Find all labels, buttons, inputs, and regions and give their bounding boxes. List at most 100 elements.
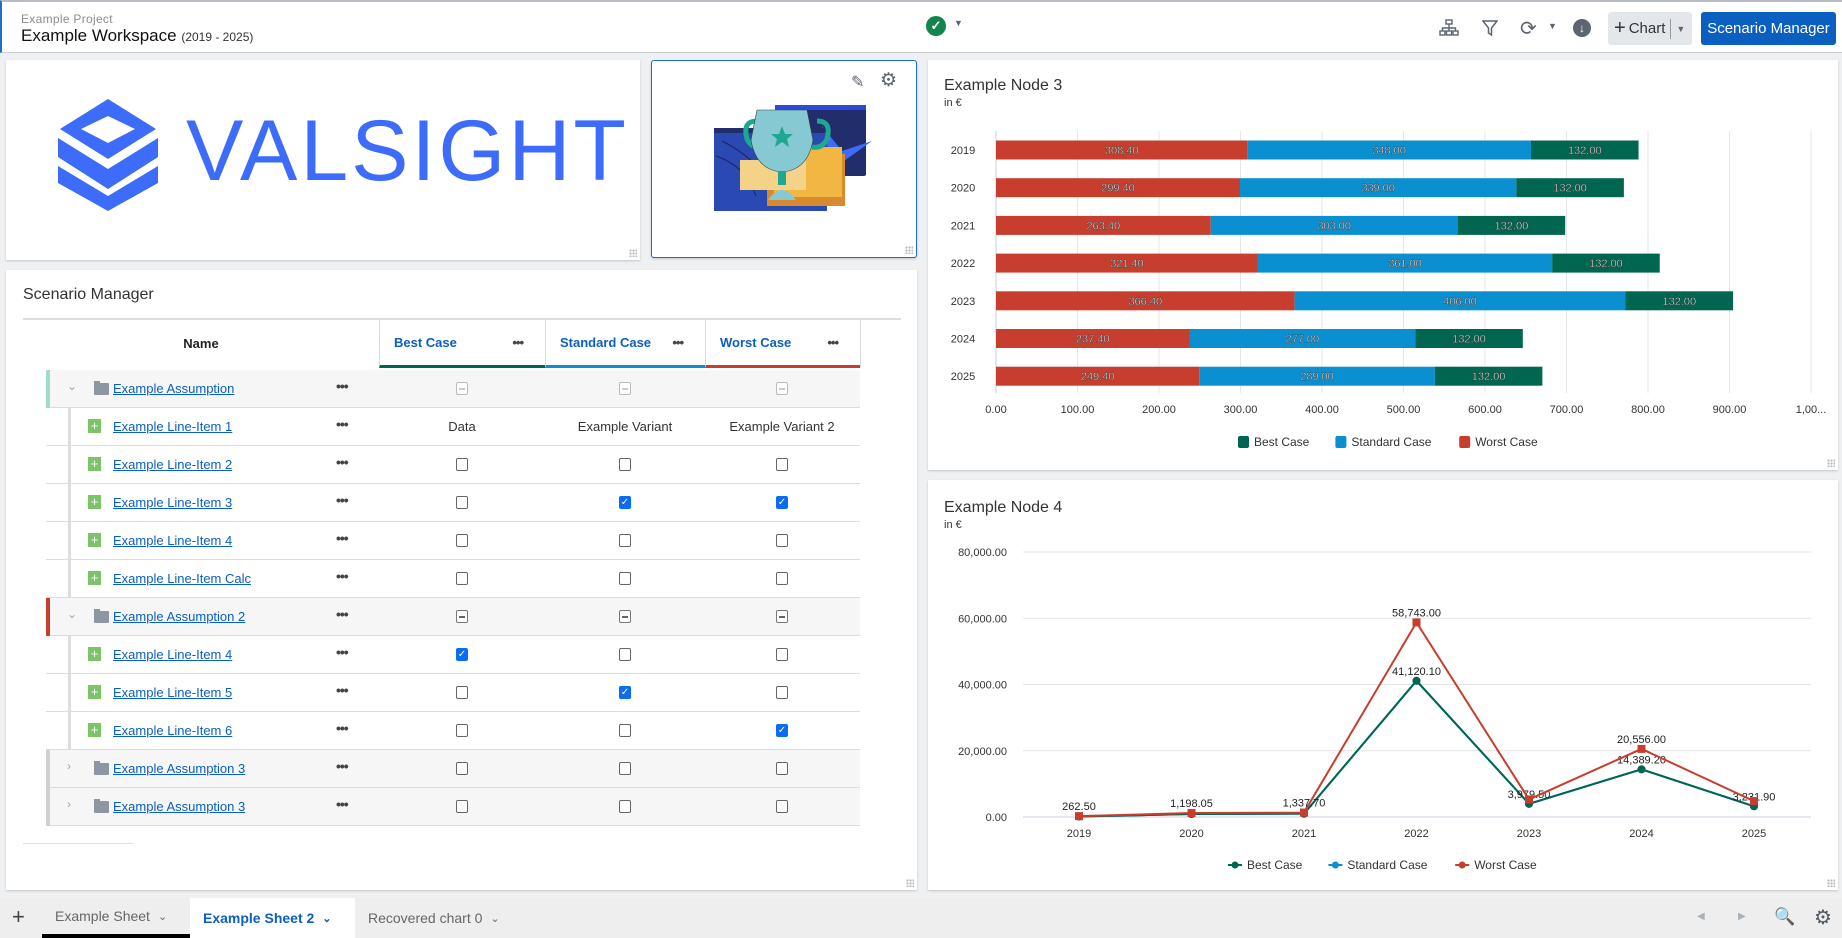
- row-link[interactable]: Example Line-Item 1: [113, 419, 233, 434]
- checkbox[interactable]: [456, 496, 468, 509]
- chevron-down-icon[interactable]: ⌄: [67, 379, 78, 393]
- legend-item[interactable]: Best Case: [1228, 858, 1303, 872]
- indeterminate-checkbox[interactable]: [619, 382, 631, 395]
- checkbox[interactable]: [776, 648, 788, 661]
- refresh-caret-icon[interactable]: ▼: [1548, 21, 1557, 31]
- tab-example-sheet[interactable]: Example Sheet ⌄: [42, 898, 190, 938]
- data-point[interactable]: [1750, 797, 1758, 806]
- checkbox[interactable]: [456, 762, 468, 775]
- more-options-icon[interactable]: •••: [336, 378, 349, 394]
- indeterminate-checkbox[interactable]: [456, 610, 468, 623]
- indeterminate-checkbox[interactable]: [456, 382, 468, 395]
- checkbox-checked[interactable]: ✓: [456, 648, 468, 661]
- more-options-icon[interactable]: •••: [336, 644, 349, 660]
- bar-worst-case[interactable]: [996, 366, 1200, 386]
- bar-standard-case[interactable]: [1257, 253, 1553, 273]
- chart-caret-icon[interactable]: ▼: [1676, 23, 1686, 34]
- chevron-down-icon[interactable]: ⌄: [157, 910, 168, 923]
- resize-handle[interactable]: [1827, 459, 1835, 467]
- more-options-icon[interactable]: •••: [672, 334, 684, 350]
- more-options-icon[interactable]: •••: [512, 334, 524, 350]
- data-point[interactable]: [1187, 809, 1196, 818]
- row-link[interactable]: Example Line-Item 5: [113, 685, 233, 700]
- tab-recovered-chart-0[interactable]: Recovered chart 0 ⌄: [355, 898, 515, 938]
- row-link[interactable]: Example Line-Item 2: [113, 457, 233, 472]
- bar-best-case[interactable]: [1530, 140, 1639, 160]
- bar-best-case[interactable]: [1516, 178, 1624, 198]
- bar-worst-case[interactable]: [996, 253, 1258, 273]
- indeterminate-checkbox[interactable]: [776, 610, 788, 623]
- row-link[interactable]: Example Assumption 2: [113, 609, 246, 624]
- data-point[interactable]: [1075, 812, 1083, 821]
- checkbox-checked[interactable]: ✓: [619, 496, 631, 509]
- bar-best-case[interactable]: [1552, 253, 1660, 273]
- data-point[interactable]: [1637, 744, 1646, 753]
- bar-standard-case[interactable]: [1199, 366, 1435, 386]
- bar-best-case[interactable]: [1625, 291, 1734, 311]
- chevron-right-icon[interactable]: ›: [67, 797, 71, 811]
- checkbox-checked[interactable]: ✓: [619, 686, 631, 699]
- checkbox[interactable]: [456, 534, 468, 547]
- check-circle-icon[interactable]: ✓: [926, 16, 946, 36]
- bar-worst-case[interactable]: [996, 215, 1211, 235]
- chevron-down-icon[interactable]: ⌄: [67, 607, 78, 621]
- more-options-icon[interactable]: •••: [336, 530, 349, 546]
- bar-standard-case[interactable]: [1240, 178, 1517, 198]
- chevron-down-icon[interactable]: ⌄: [490, 912, 500, 925]
- data-point[interactable]: [1525, 795, 1533, 804]
- checkbox[interactable]: [776, 800, 788, 813]
- sheet-search-icon[interactable]: 🔍: [1774, 907, 1796, 926]
- checkbox[interactable]: [456, 572, 468, 585]
- checkbox[interactable]: [619, 648, 631, 661]
- more-options-icon[interactable]: •••: [336, 454, 349, 470]
- image-tile[interactable]: ✎ ⚙: [651, 60, 917, 258]
- more-options-icon[interactable]: •••: [336, 606, 349, 622]
- refresh-icon[interactable]: ⟳: [1520, 18, 1537, 40]
- more-options-icon[interactable]: •••: [336, 492, 349, 508]
- more-options-icon[interactable]: •••: [336, 720, 349, 736]
- checkbox[interactable]: [776, 762, 788, 775]
- row-link[interactable]: Example Line-Item 4: [113, 533, 233, 548]
- data-point[interactable]: [1412, 618, 1421, 627]
- bar-worst-case[interactable]: [996, 329, 1190, 348]
- bar-best-case[interactable]: [1434, 366, 1543, 386]
- hierarchy-icon[interactable]: [1438, 18, 1460, 38]
- bar-standard-case[interactable]: [1247, 140, 1531, 160]
- gear-icon[interactable]: ⚙: [880, 70, 898, 91]
- legend-item[interactable]: Worst Case: [1455, 858, 1537, 872]
- bar-worst-case[interactable]: [996, 140, 1248, 160]
- download-icon[interactable]: ↓: [1573, 19, 1591, 37]
- column-header-name[interactable]: Name: [183, 336, 219, 351]
- bar-worst-case[interactable]: [996, 178, 1241, 198]
- checkbox[interactable]: [776, 458, 788, 471]
- checkbox[interactable]: [456, 686, 468, 699]
- add-sheet-button[interactable]: +: [12, 904, 25, 929]
- legend-item[interactable]: Best Case: [1238, 435, 1310, 449]
- legend-item[interactable]: Standard Case: [1328, 858, 1428, 872]
- column-header-best-case[interactable]: Best Case •••: [379, 319, 545, 368]
- more-options-icon[interactable]: •••: [336, 796, 349, 812]
- checkbox[interactable]: [456, 724, 468, 737]
- more-options-icon[interactable]: •••: [336, 568, 349, 584]
- bar-worst-case[interactable]: [996, 291, 1295, 311]
- chevron-down-icon[interactable]: ⌄: [322, 912, 332, 925]
- add-chart-button[interactable]: + Chart ▼: [1608, 12, 1692, 45]
- data-point[interactable]: [1637, 765, 1646, 774]
- checkbox[interactable]: [619, 724, 631, 737]
- bar-best-case[interactable]: [1415, 329, 1523, 348]
- checkbox[interactable]: [619, 534, 631, 547]
- bar-standard-case[interactable]: [1210, 215, 1458, 235]
- bar-standard-case[interactable]: [1189, 329, 1416, 348]
- row-link[interactable]: Example Assumption 3: [113, 799, 246, 814]
- resize-handle[interactable]: [905, 246, 913, 254]
- checkbox[interactable]: [619, 800, 631, 813]
- resize-handle[interactable]: [629, 249, 637, 257]
- more-options-icon[interactable]: •••: [336, 682, 349, 698]
- more-options-icon[interactable]: •••: [336, 416, 349, 432]
- resize-handle[interactable]: [906, 879, 914, 887]
- settings-gear-icon[interactable]: ⚙: [1814, 907, 1832, 929]
- more-options-icon[interactable]: •••: [336, 758, 349, 774]
- tab-example-sheet-2[interactable]: Example Sheet 2 ⌄: [190, 898, 355, 938]
- status-caret-icon[interactable]: ▼: [954, 18, 963, 28]
- checkbox-checked[interactable]: ✓: [776, 724, 788, 737]
